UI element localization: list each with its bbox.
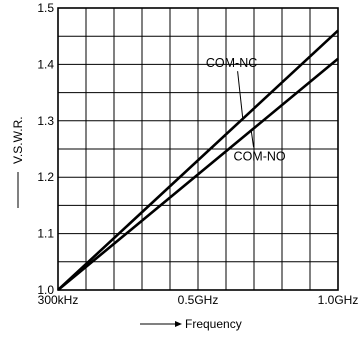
y-tick-label: 1.5 <box>37 1 54 15</box>
plot-frame <box>57 7 339 291</box>
y-tick-label: 1.3 <box>37 114 54 128</box>
x-axis-label: Frequency <box>185 317 242 331</box>
y-axis-label-group: V.S.W.R. <box>11 116 25 208</box>
y-axis-label: V.S.W.R. <box>11 116 25 164</box>
annotation-label-com-nc: COM-NC <box>206 56 257 70</box>
y-tick-label: 1.0 <box>37 283 54 297</box>
series-line-com-nc <box>57 29 339 291</box>
y-tick-label: 1.1 <box>37 227 54 241</box>
annotation-label-com-no: COM-NO <box>234 149 286 163</box>
x-tick-label: 0.5GHz <box>178 293 219 307</box>
annotation-pointer-com-no <box>250 130 255 148</box>
annotation-pointer-com-nc <box>237 71 244 119</box>
x-axis-arrow-head <box>175 321 182 327</box>
tick-labels: 1.0 1.1 1.2 1.3 1.4 1.5 300kHz 0.5GHz 1.0GHz <box>37 1 358 307</box>
y-tick-label: 1.2 <box>37 170 54 184</box>
x-tick-label: 300kHz <box>38 293 79 307</box>
x-tick-label: 1.0GHz <box>318 293 359 307</box>
series-line-com-no <box>57 57 339 292</box>
y-tick-label: 1.4 <box>37 57 54 71</box>
annotations: COM-NC COM-NO <box>206 56 286 163</box>
series-lines <box>57 29 339 292</box>
grid <box>57 7 339 291</box>
x-axis-label-group: Frequency <box>140 317 242 331</box>
